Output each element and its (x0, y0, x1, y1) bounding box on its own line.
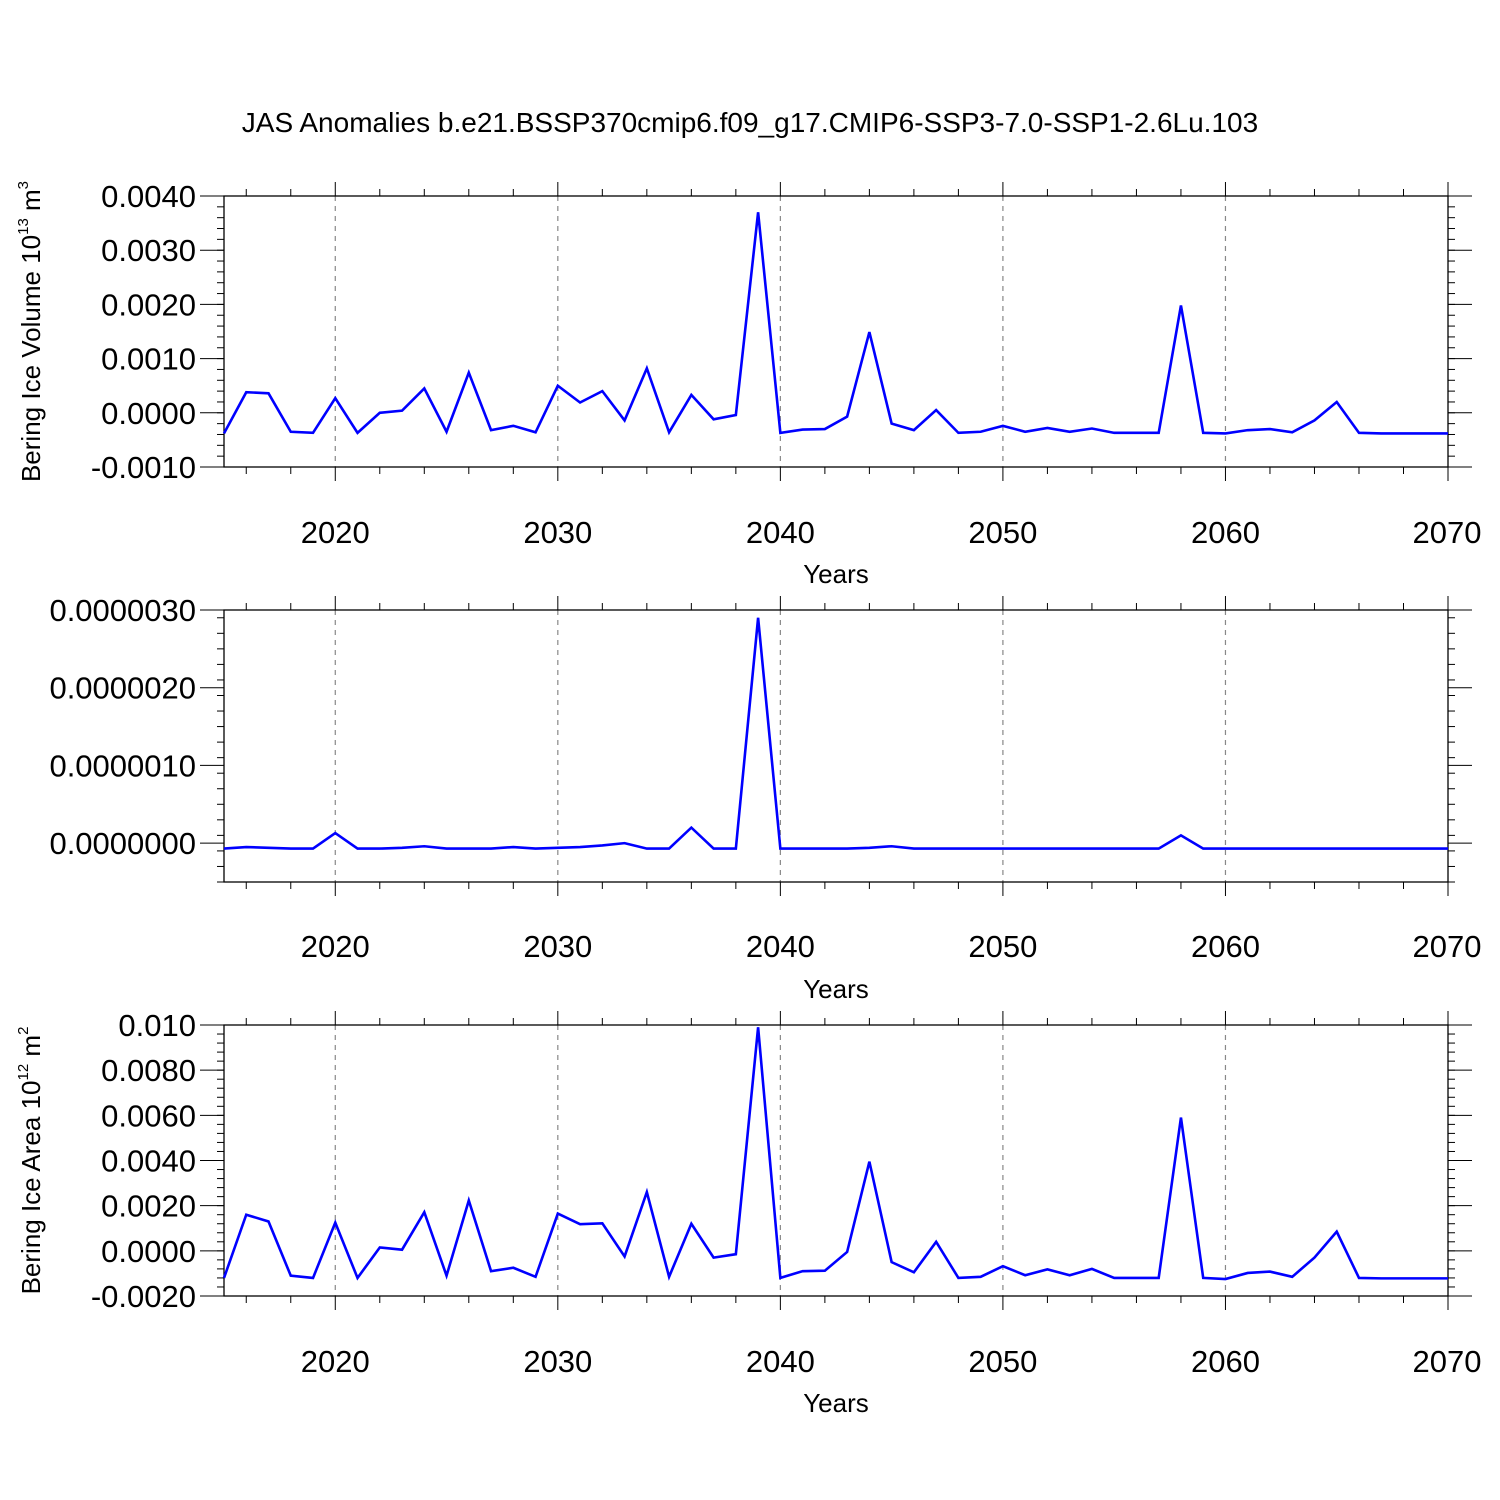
y-tick-label: 0.0030 (101, 233, 196, 268)
y-label-unit: m (16, 189, 46, 218)
y-label-text: Bering Ice Area 10 (16, 1081, 46, 1295)
y-tick-label: 0.0000 (101, 396, 196, 431)
y-tick-label: 0.0000000 (49, 826, 196, 861)
x-tick-label: 2020 (301, 515, 370, 550)
x-tick-label: 2070 (1413, 929, 1482, 964)
x-tick-label: 2050 (968, 1344, 1037, 1379)
y-tick-label: 0.010 (118, 1008, 196, 1043)
x-tick-label: 2020 (301, 1344, 370, 1379)
series-line (223, 617, 1448, 850)
y-tick-label: 0.0020 (101, 287, 196, 322)
y-axis-label: Bering Ice Volume 1013 m3 (15, 181, 46, 482)
x-axis-label: Years (803, 1388, 869, 1418)
y-tick-label: 0.0000020 (49, 671, 196, 706)
y-label-unit: m (16, 1035, 46, 1064)
x-tick-label: 2040 (746, 1344, 815, 1379)
x-tick-label: 2060 (1191, 929, 1260, 964)
y-tick-label: 0.0020 (101, 1189, 196, 1224)
x-tick-label: 2040 (746, 929, 815, 964)
plot-frame (223, 1024, 1449, 1297)
series-line (222, 1027, 1448, 1281)
plot-frame (223, 609, 1449, 883)
panel-2: 0.0000030 0.0000020 0.0000010 0.0000000 2020… (49, 593, 1481, 1004)
y-tick-label: 0.0000 (101, 1234, 196, 1269)
plot-frame (223, 195, 1449, 468)
y-label-exponent: 12 (15, 1064, 32, 1081)
x-tick-label: 2040 (746, 515, 815, 550)
chart-title: JAS Anomalies b.e21.BSSP370cmip6.f09_g17… (242, 107, 1258, 138)
x-axis-label: Years (803, 974, 869, 1004)
y-label-unit-exponent: 2 (15, 1027, 32, 1035)
y-label-unit-exponent: 3 (15, 181, 32, 189)
y-axis-label: Bering Ice Area 1012 m2 (15, 1027, 46, 1295)
x-tick-label: 2050 (968, 515, 1037, 550)
y-tick-label: -0.0010 (91, 450, 196, 485)
y-tick-label: 0.0010 (101, 342, 196, 377)
series-line (222, 212, 1448, 436)
y-tick-label: -0.0020 (91, 1279, 196, 1314)
x-tick-label: 2050 (968, 929, 1037, 964)
y-tick-label: 0.0000010 (49, 748, 196, 783)
y-label-text: Bering Ice Volume 10 (16, 235, 46, 482)
x-tick-label: 2030 (523, 515, 592, 550)
x-tick-label: 2060 (1191, 1344, 1260, 1379)
x-tick-label: 2070 (1413, 1344, 1482, 1379)
y-tick-label: 0.0000030 (49, 593, 196, 628)
y-tick-label: 0.0040 (101, 1144, 196, 1179)
x-tick-label: 2070 (1413, 515, 1482, 550)
y-tick-label: 0.0080 (101, 1053, 196, 1088)
x-axis-label: Years (803, 559, 869, 589)
y-tick-label: 0.0040 (101, 179, 196, 214)
x-tick-label: 2030 (523, 1344, 592, 1379)
panel-3: 0.010 0.0080 0.0060 0.0040 0.0020 0.0000 -0.00… (15, 1008, 1481, 1418)
x-tick-label: 2020 (301, 929, 370, 964)
x-tick-label: 2060 (1191, 515, 1260, 550)
x-tick-label: 2030 (523, 929, 592, 964)
panel-1: 0.0040 0.0030 0.0020 0.0010 0.0000 -0.0010 202… (15, 179, 1481, 589)
y-label-exponent: 13 (15, 218, 32, 235)
y-tick-label: 0.0060 (101, 1098, 196, 1133)
